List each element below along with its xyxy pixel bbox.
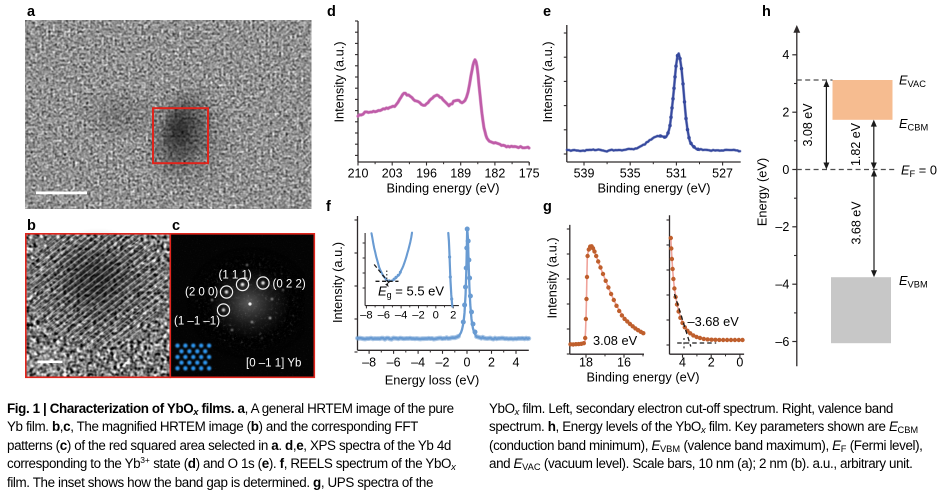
svg-text:18: 18 [579, 356, 593, 370]
svg-text:–6: –6 [378, 309, 390, 321]
svg-text:e: e [543, 4, 551, 20]
svg-text:–2: –2 [775, 220, 789, 234]
svg-text:Binding energy (eV): Binding energy (eV) [597, 181, 710, 196]
svg-text:Binding energy (eV): Binding energy (eV) [586, 370, 699, 385]
svg-text:4: 4 [782, 48, 789, 62]
svg-text:4: 4 [679, 356, 686, 370]
svg-text:Energy (eV): Energy (eV) [755, 158, 770, 226]
svg-text:f: f [326, 199, 331, 215]
svg-text:0: 0 [782, 163, 789, 177]
svg-text:Intensity (a.u.): Intensity (a.u.) [540, 41, 555, 122]
svg-text:–2: –2 [412, 309, 424, 321]
svg-text:(2 0 0): (2 0 0) [185, 287, 218, 299]
svg-text:0: 0 [736, 356, 743, 370]
svg-text:–6: –6 [387, 356, 401, 370]
svg-text:196: 196 [416, 167, 437, 181]
svg-text:–6: –6 [775, 335, 789, 349]
svg-text:0: 0 [433, 309, 439, 321]
svg-text:Eg = 5.5 eV: Eg = 5.5 eV [378, 284, 444, 301]
svg-text:16: 16 [617, 356, 631, 370]
svg-text:[0 –1 1] Yb: [0 –1 1] Yb [246, 358, 301, 370]
svg-text:–8: –8 [360, 309, 372, 321]
svg-text:Binding energy (eV): Binding energy (eV) [386, 181, 499, 196]
svg-text:EF = 0: EF = 0 [901, 163, 937, 180]
svg-text:3.68 eV: 3.68 eV [850, 201, 864, 245]
svg-text:2: 2 [782, 106, 789, 120]
svg-text:ECBM: ECBM [899, 116, 928, 133]
svg-text:c: c [172, 218, 180, 234]
svg-text:182: 182 [484, 167, 505, 181]
svg-text:Energy loss (eV): Energy loss (eV) [385, 373, 480, 388]
svg-text:0: 0 [464, 356, 471, 370]
svg-text:Intensity (a.u.): Intensity (a.u.) [545, 237, 560, 318]
svg-text:–4: –4 [395, 309, 407, 321]
svg-text:–8: –8 [362, 356, 376, 370]
svg-text:g: g [543, 199, 552, 215]
svg-text:(1 1 1): (1 1 1) [219, 270, 252, 282]
svg-text:535: 535 [620, 167, 641, 181]
svg-text:(0 2 2): (0 2 2) [273, 279, 306, 291]
svg-text:3.08 eV: 3.08 eV [593, 333, 638, 348]
svg-text:527: 527 [712, 167, 733, 181]
svg-text:2: 2 [488, 356, 495, 370]
svg-text:EVBM: EVBM [899, 273, 928, 290]
svg-text:189: 189 [450, 167, 471, 181]
svg-text:d: d [327, 4, 336, 20]
svg-text:4: 4 [513, 356, 520, 370]
svg-text:b: b [27, 218, 36, 234]
svg-text:175: 175 [519, 167, 540, 181]
svg-text:(1 –1 –1): (1 –1 –1) [174, 316, 220, 328]
svg-text:531: 531 [666, 167, 687, 181]
svg-text:203: 203 [382, 167, 403, 181]
svg-text:a: a [27, 4, 36, 20]
svg-text:539: 539 [574, 167, 595, 181]
svg-text:210: 210 [348, 167, 369, 181]
svg-text:1.82 eV: 1.82 eV [849, 122, 863, 166]
svg-text:3.08 eV: 3.08 eV [801, 103, 815, 147]
svg-text:–2: –2 [436, 356, 450, 370]
svg-text:EVAC: EVAC [899, 73, 926, 90]
svg-text:Intensity (a.u.): Intensity (a.u.) [330, 242, 345, 323]
svg-text:–3.68 eV: –3.68 eV [688, 314, 740, 329]
svg-text:h: h [762, 4, 771, 20]
svg-text:2: 2 [708, 356, 715, 370]
svg-text:Intensity (a.u.): Intensity (a.u.) [332, 41, 347, 122]
svg-text:–4: –4 [775, 278, 789, 292]
svg-text:–4: –4 [411, 356, 425, 370]
svg-text:2: 2 [450, 309, 456, 321]
